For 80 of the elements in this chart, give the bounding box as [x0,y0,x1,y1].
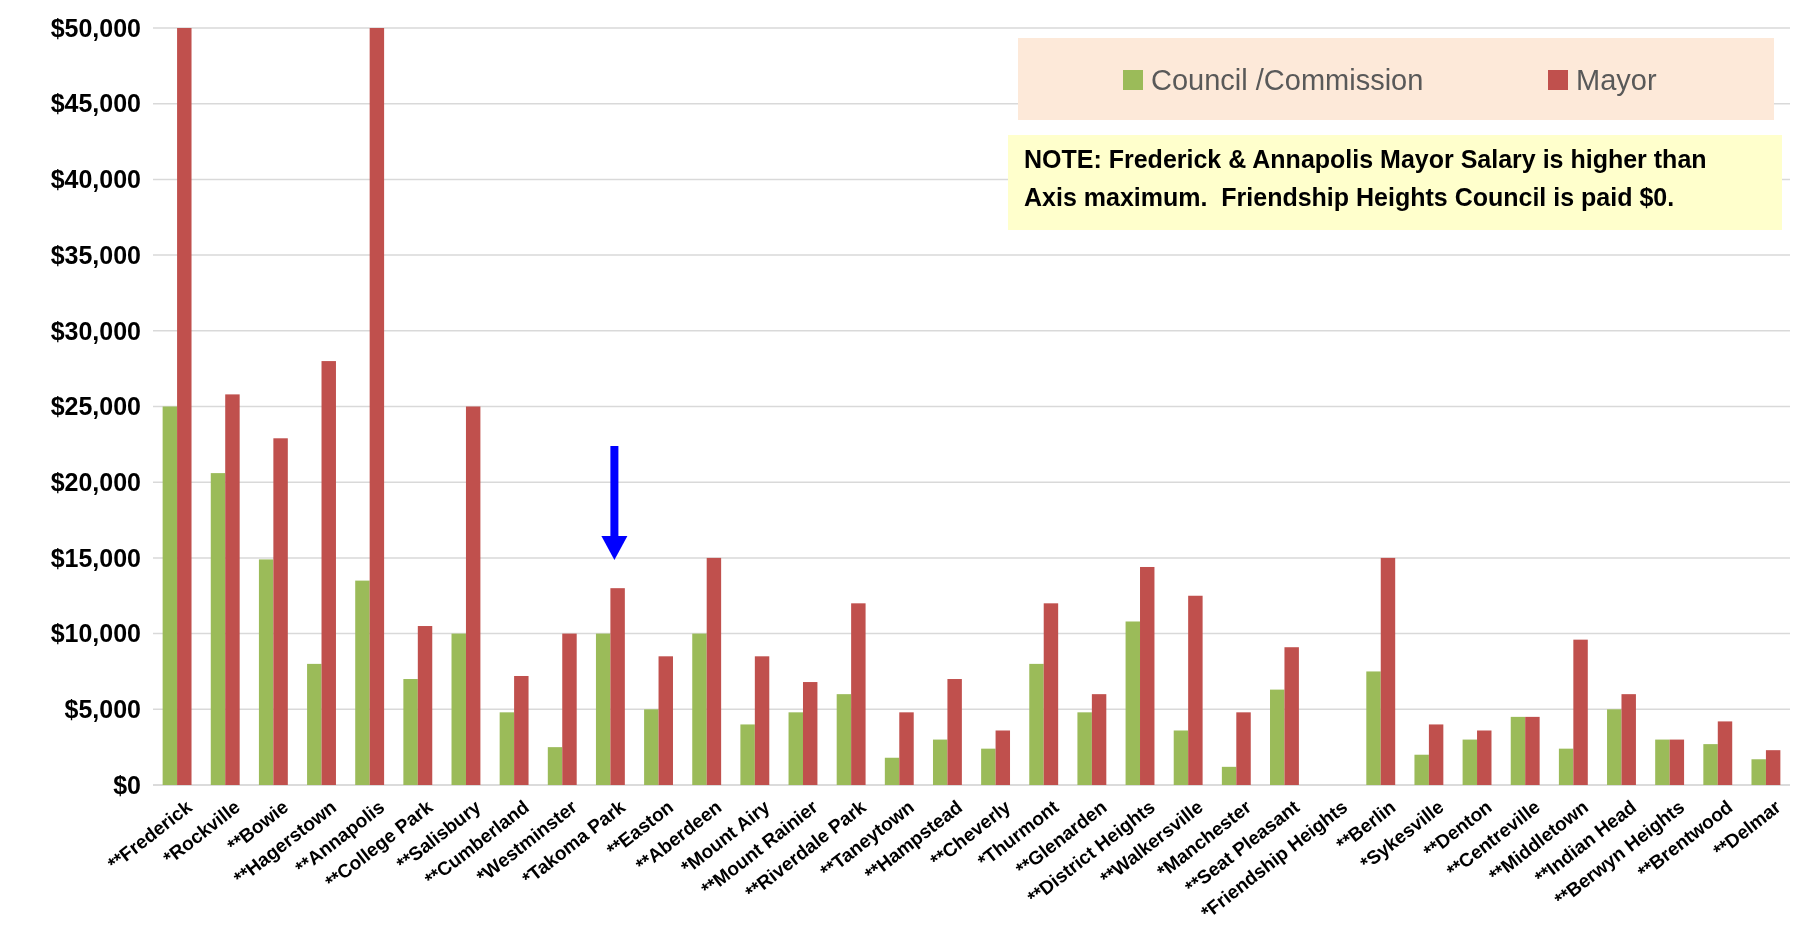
bar [1221,766,1237,785]
bar [1173,730,1189,785]
y-tick-label: $10,000 [50,619,141,648]
bar [1029,663,1044,785]
bar [754,656,770,785]
legend-label: Mayor [1576,64,1657,97]
bar [1525,716,1540,785]
bar [947,679,962,785]
bar [706,557,722,785]
bar [899,712,914,785]
bar [1573,639,1588,785]
bar [465,406,481,785]
bar [562,633,577,785]
bar [499,712,515,785]
bar [932,739,948,785]
bar [1477,730,1492,785]
bar [836,694,852,785]
bar [610,588,625,785]
y-tick-label: $5,000 [64,695,141,724]
bar [1558,748,1574,785]
bar [369,28,385,785]
y-tick-label: $45,000 [50,89,141,118]
bar [851,603,866,785]
bar [1188,595,1203,785]
bar [1236,712,1251,785]
bar [258,559,274,785]
y-tick-label: $30,000 [50,316,141,345]
bar [692,633,707,785]
bar [451,633,466,785]
bar [1380,557,1396,785]
bar [210,473,226,785]
bar [1669,739,1685,785]
y-tick-label: $25,000 [50,392,141,421]
bar [1428,724,1444,785]
bar [162,406,178,785]
bar [1621,694,1636,785]
bar [1140,566,1155,785]
bar [1043,603,1059,785]
bar [1414,754,1429,785]
bar [1703,744,1718,785]
bar [1366,671,1381,785]
bar [1077,712,1092,785]
bar [514,675,529,785]
y-tick-label: $20,000 [50,467,141,496]
bar [1655,739,1670,785]
bar [981,748,996,785]
bar [307,663,322,785]
bar [273,438,288,785]
y-tick-label: $15,000 [50,543,141,572]
y-tick-label: $0 [113,770,141,799]
y-tick-label: $50,000 [50,13,141,42]
bar [802,682,818,785]
y-tick-label: $40,000 [50,165,141,194]
bar [644,709,659,785]
y-tick-label: $35,000 [50,240,141,269]
bar [547,747,563,785]
bar [788,712,803,785]
bar [658,656,673,785]
bar [884,757,900,785]
bar [1765,750,1781,785]
bar [595,633,611,785]
bar [177,28,192,785]
bar [740,724,755,785]
annotation: NOTE: Frederick & Annapolis Mayor Salary is higher than Axis maximum. Friendship Heights Council is paid $0. [1024,145,1707,211]
bar [1607,709,1622,785]
bar [1751,759,1766,785]
bar [403,679,418,785]
bar [321,361,336,785]
legend-label: Council /Commission [1151,64,1424,97]
bar [1462,739,1478,785]
bar [1717,721,1733,785]
bar [1125,621,1141,785]
bar [355,580,370,785]
bar [995,730,1011,785]
bar [225,394,240,785]
bar [1510,716,1526,785]
bar [1284,647,1299,785]
bar [1091,694,1107,785]
bar [417,626,433,785]
bar [1270,689,1285,785]
